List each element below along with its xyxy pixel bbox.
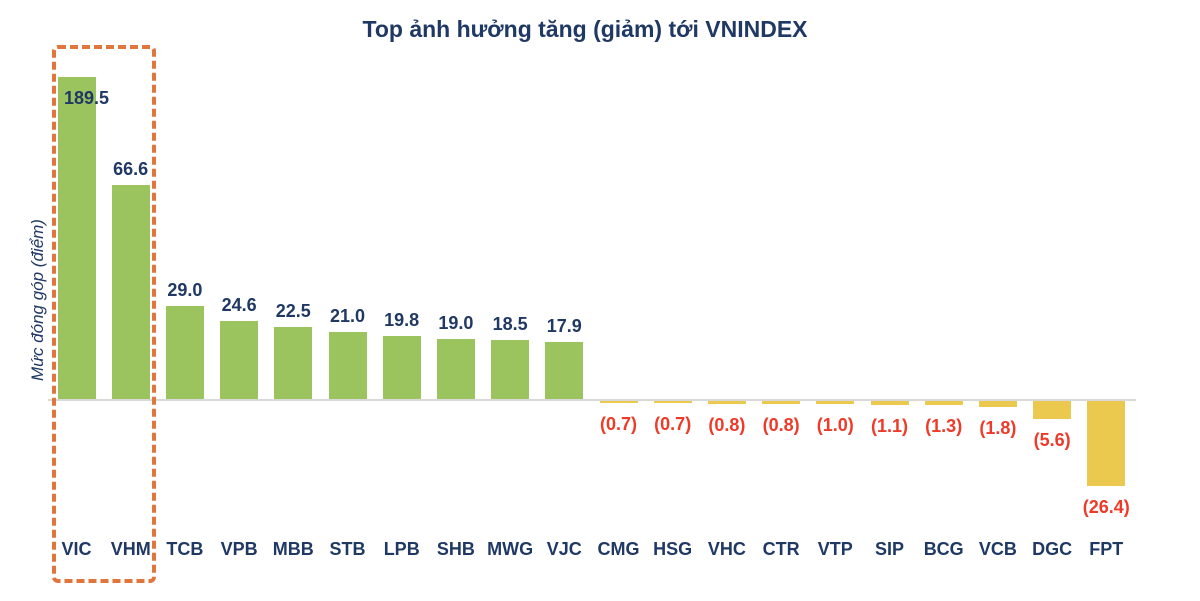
x-tick-DGC: DGC <box>1032 539 1073 559</box>
x-tick-HSG: HSG <box>653 539 693 559</box>
value-label-CMG: (0.7) <box>599 414 637 435</box>
bar-VCB <box>978 401 1017 407</box>
x-tick-SIP: SIP <box>874 539 904 559</box>
value-label-BCG: (1.3) <box>925 416 963 437</box>
value-label-STB: 21.0 <box>329 306 366 327</box>
bar-VJC <box>545 342 584 399</box>
x-tick-MBB: MBB <box>272 539 314 559</box>
bar-CMG <box>599 401 638 404</box>
x-tick-VPB: VPB <box>220 539 258 559</box>
value-label-SIP: (1.1) <box>870 415 908 436</box>
x-tick-FPT: FPT <box>1089 539 1124 559</box>
bar-STB <box>328 332 367 399</box>
value-label-VJC: 17.9 <box>546 316 582 337</box>
x-tick-VJC: VJC <box>546 539 582 559</box>
bar-BCG <box>924 401 963 406</box>
value-label-MBB: 22.5 <box>275 301 311 322</box>
bar-TCB <box>165 306 204 399</box>
x-tick-STB: STB <box>329 539 366 559</box>
x-tick-LPB: LPB <box>383 539 420 559</box>
value-label-VTP: (1.0) <box>816 415 854 436</box>
x-tick-VHC: VHC <box>707 539 746 559</box>
x-tick-VTP: VTP <box>817 539 853 559</box>
bar-VPB <box>220 320 259 399</box>
value-label-MWG: 18.5 <box>492 314 528 335</box>
bar-FPT <box>1087 401 1126 487</box>
bar-MWG <box>491 340 530 399</box>
x-tick-MWG: MWG <box>487 539 534 559</box>
bar-VIC <box>57 77 96 399</box>
x-tick-CMG: CMG <box>597 539 640 559</box>
value-label-CTR: (0.8) <box>762 414 800 435</box>
value-label-VCB: (1.8) <box>979 417 1017 438</box>
x-tick-VCB: VCB <box>978 539 1017 559</box>
value-label-TCB: 29.0 <box>167 280 203 301</box>
bar-VTP <box>816 401 855 405</box>
value-label-HSG: (0.7) <box>654 414 692 435</box>
x-tick-VIC: VIC <box>61 539 92 559</box>
x-tick-CTR: CTR <box>762 539 800 559</box>
bar-MBB <box>274 327 313 399</box>
x-tick-BCG: BCG <box>923 539 964 559</box>
bar-VHM <box>111 184 150 399</box>
bar-VHC <box>707 401 746 404</box>
value-label-LPB: 19.8 <box>384 310 420 331</box>
value-label-VIC: 189.5 <box>63 88 110 108</box>
y-axis-label: Mức đóng góp (điểm) <box>28 219 47 381</box>
bar-SIP <box>870 401 909 405</box>
value-label-VHM: 66.6 <box>113 158 149 179</box>
chart-title: Top ảnh hưởng tăng (giảm) tới VNINDEX <box>362 16 808 42</box>
value-label-FPT: (26.4) <box>1082 497 1130 518</box>
x-tick-SHB: SHB <box>436 539 475 559</box>
bar-SHB <box>436 338 475 399</box>
x-tick-TCB: TCB <box>166 539 204 559</box>
bar-DGC <box>1033 401 1072 420</box>
bar-CTR <box>762 401 801 404</box>
bar-LPB <box>382 336 421 399</box>
bar-HSG <box>653 401 692 404</box>
value-label-VHC: (0.8) <box>708 414 746 435</box>
value-label-VPB: 24.6 <box>221 294 257 315</box>
value-label-SHB: 19.0 <box>438 312 474 333</box>
x-axis-baseline <box>48 399 1136 401</box>
value-label-DGC: (5.6) <box>1033 430 1071 451</box>
x-tick-VHM: VHM <box>110 539 151 559</box>
